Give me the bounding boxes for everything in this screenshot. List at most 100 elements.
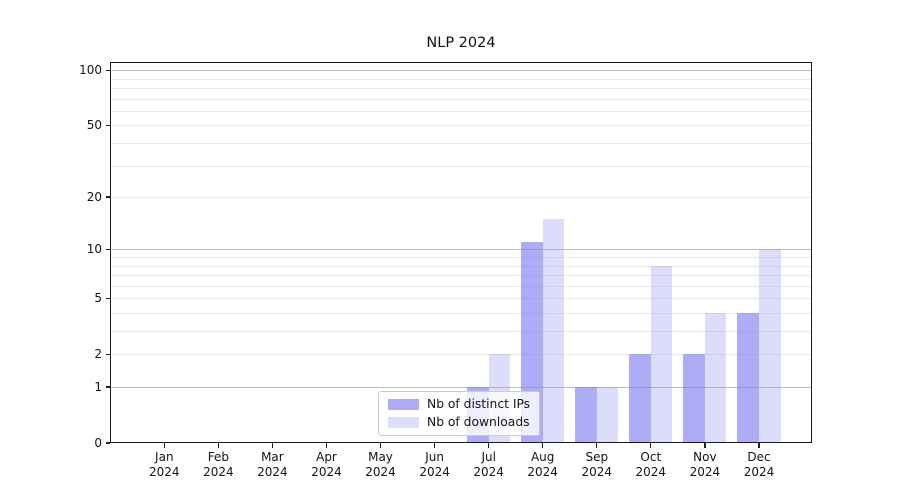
x-tick-mark [433, 443, 436, 448]
minor-gridline [110, 285, 812, 287]
x-tick-label-month: Mar [261, 450, 284, 464]
y-tick-mark [105, 196, 110, 198]
x-tick-label-year: 2024 [473, 465, 504, 479]
x-tick-label: Apr 2024 [299, 450, 355, 480]
bar-downloads-aug [542, 219, 565, 443]
x-tick-label: Feb 2024 [190, 450, 246, 480]
bar-downloads-dec [759, 249, 781, 443]
x-tick-label: Sep 2024 [569, 450, 625, 480]
x-tick-label-year: 2024 [311, 465, 342, 479]
x-tick-label-month: Nov [693, 450, 717, 464]
y-tick-mark [105, 69, 110, 71]
bar-distinct-ips-sep [575, 387, 597, 443]
x-tick-mark [542, 443, 544, 448]
minor-gridline [110, 88, 812, 89]
y-tick-label: 0 [94, 436, 102, 450]
x-tick-label-year: 2024 [527, 465, 558, 479]
x-tick-mark [217, 443, 220, 448]
minor-gridline [110, 197, 812, 199]
x-tick-mark [596, 443, 598, 448]
y-tick-label: 10 [86, 242, 102, 257]
y-tick-label: 5 [94, 291, 102, 306]
x-tick-label-year: 2024 [743, 465, 775, 479]
minor-gridline [110, 165, 812, 167]
major-gridline [110, 387, 812, 388]
minor-gridline [110, 275, 812, 276]
x-tick-label-month: Jul [481, 450, 496, 464]
legend-swatch-distinct-ips [388, 399, 419, 410]
y-tick-label: 2 [94, 347, 102, 362]
y-tick-mark [105, 442, 110, 444]
y-tick-mark [105, 248, 110, 250]
y-tick-label: 1 [94, 380, 102, 394]
x-tick-label: Dec 2024 [731, 450, 787, 480]
legend-swatch-downloads [388, 417, 419, 428]
x-tick-label: Jan 2024 [136, 450, 192, 480]
x-tick-label: Jul 2024 [461, 450, 517, 480]
x-tick-label-year: 2024 [203, 465, 234, 479]
bar-distinct-ips-nov [683, 354, 705, 443]
minor-gridline [110, 78, 812, 80]
y-tick-label: 50 [86, 118, 102, 133]
minor-gridline [110, 313, 812, 314]
minor-gridline [110, 354, 812, 356]
x-tick-label-year: 2024 [419, 465, 450, 479]
major-gridline [110, 249, 812, 251]
legend-entry-downloads: Nb of downloads [388, 415, 530, 430]
y-tick-mark [105, 124, 110, 127]
minor-gridline [110, 331, 812, 332]
x-tick-label-month: Apr [316, 450, 337, 464]
legend: Nb of distinct IPs Nb of downloads [378, 391, 541, 436]
x-tick-mark [271, 443, 274, 448]
x-tick-label: Nov 2024 [677, 450, 733, 480]
minor-gridline [110, 143, 812, 144]
minor-gridline [110, 298, 812, 300]
bar-distinct-ips-oct [629, 354, 651, 443]
y-tick-label: 20 [86, 190, 102, 205]
x-tick-mark [704, 443, 706, 448]
x-tick-label-year: 2024 [149, 465, 180, 479]
x-tick-label-year: 2024 [257, 465, 288, 479]
x-tick-label: Oct 2024 [623, 450, 679, 480]
minor-gridline [110, 98, 812, 100]
x-tick-label: Jun 2024 [407, 450, 463, 480]
minor-gridline [110, 110, 812, 112]
bar-downloads-nov [704, 313, 727, 443]
x-tick-mark [325, 443, 328, 448]
x-tick-label: Mar 2024 [244, 450, 300, 480]
x-tick-mark [488, 443, 490, 448]
x-tick-mark [758, 443, 760, 448]
legend-label-distinct-ips: Nb of distinct IPs [427, 397, 531, 411]
x-tick-label-year: 2024 [581, 465, 613, 479]
y-tick-mark [105, 297, 110, 299]
x-tick-mark [650, 443, 652, 448]
y-tick-mark [105, 386, 110, 388]
x-tick-label-year: 2024 [635, 465, 667, 479]
y-tick-mark [105, 353, 110, 355]
y-tick-label: 100 [79, 63, 102, 78]
minor-gridline [110, 257, 812, 258]
x-tick-label: May 2024 [353, 450, 409, 480]
bar-distinct-ips-dec [737, 313, 759, 443]
x-tick-mark [163, 443, 165, 448]
x-tick-label-month: Dec [747, 450, 771, 464]
bar-downloads-sep [596, 387, 619, 443]
plot-area: Nb of distinct IPs Nb of downloads 0 1 2 5 10… [79, 62, 812, 479]
x-tick-label-month: Jun [425, 450, 444, 464]
x-tick-label-month: Jan [155, 450, 174, 464]
legend-label-downloads: Nb of downloads [427, 415, 530, 429]
legend-entry-distinct-ips: Nb of distinct IPs [388, 397, 530, 412]
major-gridline [110, 70, 812, 72]
x-tick-label-month: Feb [207, 450, 230, 464]
minor-gridline [110, 125, 812, 127]
chart-title: NLP 2024 [426, 35, 496, 51]
x-tick-label-month: Oct [640, 450, 662, 464]
x-tick-label-year: 2024 [689, 465, 721, 479]
x-tick-label-month: May [368, 450, 393, 464]
x-tick-mark [379, 443, 382, 448]
x-tick-label-month: Sep [585, 450, 609, 464]
minor-gridline [110, 265, 812, 267]
x-tick-label-month: Aug [530, 450, 555, 464]
x-tick-label-year: 2024 [365, 465, 396, 479]
